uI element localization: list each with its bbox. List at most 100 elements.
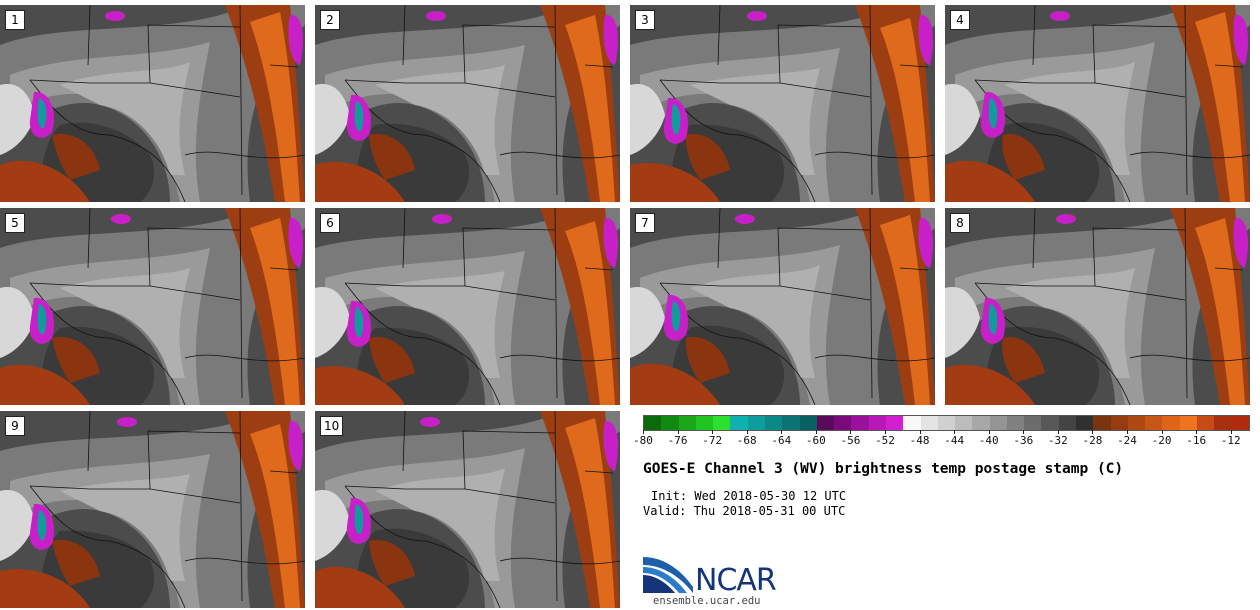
colorbar-segment (937, 416, 956, 430)
colorbar-segment (1145, 416, 1163, 430)
colorbar-segment (1197, 416, 1215, 430)
colorbar-segment (747, 416, 765, 430)
ensemble-member-panel: 1 (0, 5, 305, 202)
colorbar-tick-mark (1092, 430, 1094, 434)
colorbar-segment (972, 416, 990, 430)
wv-brightness-map (0, 411, 305, 608)
colorbar-segment (1214, 416, 1232, 430)
ensemble-member-panel: 3 (630, 5, 935, 202)
colorbar-segment (903, 416, 921, 430)
logo-wordmark: NCAR (695, 563, 777, 598)
colorbar-segment (713, 416, 731, 430)
colorbar-tick-mark (1161, 430, 1163, 434)
ensemble-member-panel: 6 (315, 208, 620, 405)
colorbar-segment (1162, 416, 1180, 430)
init-time: Init: Wed 2018-05-30 12 UTC (651, 489, 847, 503)
ensemble-member-panel: 9 (0, 411, 305, 608)
colorbar-tick-mark (1057, 430, 1059, 434)
colorbar-segment (644, 416, 662, 430)
colorbar-tick-mark (1230, 430, 1232, 434)
colorbar-tick-label: -80 (633, 434, 653, 447)
wv-brightness-map (315, 208, 620, 405)
panel-number-label: 10 (320, 416, 344, 436)
ensemble-member-panel: 10 (315, 411, 620, 608)
colorbar-tick-label: -76 (667, 434, 688, 447)
colorbar-tick-mark (850, 430, 852, 434)
colorbar-segment (1110, 416, 1128, 430)
panel-number-label: 7 (635, 213, 655, 233)
wv-brightness-map (0, 208, 305, 405)
colorbar-segment (851, 416, 869, 430)
colorbar-tick-label: -56 (840, 434, 861, 447)
ensemble-member-panel: 7 (630, 208, 935, 405)
colorbar-tick-label: -24 (1117, 434, 1137, 447)
colorbar-segment (1024, 416, 1042, 430)
valid-time: Valid: Thu 2018-05-31 00 UTC (643, 504, 846, 518)
colorbar-tick-label: -52 (875, 434, 895, 447)
colorbar-tick-label: -68 (736, 434, 757, 447)
colorbar-tick-label: -60 (805, 434, 826, 447)
colorbar-tick-label: -16 (1186, 434, 1207, 447)
panel-number-label: 1 (5, 10, 25, 30)
colorbar-segment (661, 416, 679, 430)
colorbar-tick-mark (746, 430, 748, 434)
colorbar-segment (1076, 416, 1094, 430)
panel-number-label: 9 (5, 416, 25, 436)
colorbar-segment (799, 416, 817, 430)
colorbar-segment (695, 416, 714, 430)
wv-brightness-map (315, 411, 620, 608)
panel-number-label: 3 (635, 10, 655, 30)
wv-brightness-map (945, 208, 1250, 405)
colorbar-tick-mark (885, 430, 886, 434)
colorbar-tick-label: -40 (978, 434, 999, 447)
colorbar-segment (816, 416, 835, 430)
colorbar-tick-label: -28 (1082, 434, 1103, 447)
colorbar-tick-label: -44 (944, 434, 965, 447)
colorbar-tick-mark (1196, 430, 1198, 434)
colorbar-tick-mark (643, 430, 644, 434)
wv-brightness-map (630, 5, 935, 202)
logo-url[interactable]: ensemble.ucar.edu (653, 595, 761, 607)
wv-brightness-map (945, 5, 1250, 202)
colorbar-segment (1127, 416, 1146, 430)
ensemble-member-panel: 5 (0, 208, 305, 405)
ensemble-member-panel: 8 (945, 208, 1250, 405)
colorbar-tick-mark (677, 430, 679, 434)
colorbar-tick-mark (815, 430, 817, 434)
colorbar-tick-label: -72 (702, 434, 723, 447)
colorbar-segment (1041, 416, 1059, 430)
colorbar-tick-mark (1023, 430, 1025, 434)
colorbar-segment (989, 416, 1007, 430)
ensemble-member-panel: 4 (945, 5, 1250, 202)
colorbar-segment (678, 416, 696, 430)
colorbar-segment (764, 416, 783, 430)
colorbar-tick-label: -32 (1047, 434, 1068, 447)
colorbar-segment (955, 416, 973, 430)
colorbar-segment (1006, 416, 1025, 430)
colorbar-segment (782, 416, 800, 430)
wv-brightness-map (630, 208, 935, 405)
colorbar-segment (1058, 416, 1077, 430)
colorbar-segment (730, 416, 748, 430)
colorbar-ticks: -80 -76 -72 -68 -64 -60 -56 -52 -48 -44 -40 -36 -32 -… (633, 430, 1248, 447)
colorbar-segment (920, 416, 938, 430)
colorbar-tick-mark (712, 430, 714, 434)
panel-number-label: 6 (320, 213, 340, 233)
colorbar-tick-mark (919, 430, 921, 434)
colorbar-tick-label: -36 (1013, 434, 1034, 447)
colorbar-tick-label: -64 (771, 434, 792, 447)
colorbar-segment (1231, 416, 1249, 430)
panel-number-label: 8 (950, 213, 970, 233)
colorbar-tick-label: -20 (1151, 434, 1172, 447)
colorbar-segment (1179, 416, 1197, 430)
figure-title: GOES-E Channel 3 (WV) brightness temp po… (643, 461, 1124, 477)
panel-number-label: 4 (950, 10, 970, 30)
panel-number-label: 2 (320, 10, 340, 30)
colorbar (643, 415, 1250, 431)
wv-brightness-map (315, 5, 620, 202)
colorbar-segment (885, 416, 904, 430)
wv-brightness-map (0, 5, 305, 202)
ncar-logo-icon (643, 557, 693, 593)
colorbar-tick-label: -48 (909, 434, 930, 447)
colorbar-segment (834, 416, 852, 430)
